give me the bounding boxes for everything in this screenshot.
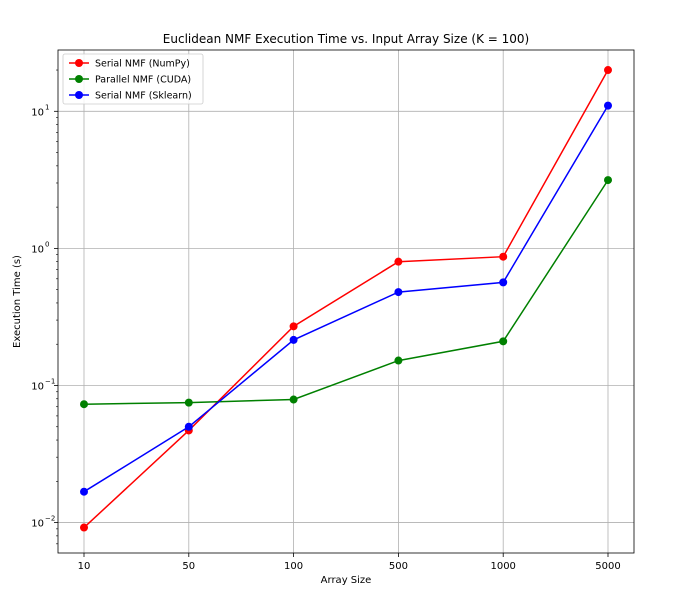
y-tick-exponent: −1: [45, 377, 55, 385]
data-point: [289, 335, 298, 344]
data-point: [394, 356, 403, 365]
data-point: [499, 252, 508, 261]
series-line: [83, 69, 609, 529]
legend-item: Parallel NMF (CUDA): [69, 75, 191, 86]
y-tick-exponent: 1: [45, 103, 49, 111]
legend-swatch-marker: [75, 59, 83, 67]
x-tick-label: 1000: [490, 561, 515, 572]
series-3: [80, 101, 612, 496]
series-1: [80, 66, 612, 532]
legend-label: Serial NMF (NumPy): [95, 59, 190, 70]
data-point: [80, 400, 88, 409]
legend-label: Serial NMF (Sklearn): [95, 91, 192, 102]
x-tick-label: 50: [182, 561, 195, 572]
y-tick-label: 10: [31, 519, 44, 530]
data-point: [80, 487, 88, 496]
x-axis-label: Array Size: [321, 575, 372, 586]
legend-swatch-marker: [75, 75, 83, 83]
legend-item: Serial NMF (Sklearn): [69, 91, 192, 102]
y-tick-label: 10: [31, 381, 44, 392]
series-line: [83, 105, 609, 493]
y-tick-label: 10: [31, 244, 44, 255]
x-tick-label: 500: [389, 561, 408, 572]
legend-swatch-marker: [75, 91, 83, 99]
legend-label: Parallel NMF (CUDA): [95, 75, 191, 86]
legend: Serial NMF (NumPy) Parallel NMF (CUDA) Ser…: [62, 53, 204, 105]
data-point: [394, 257, 403, 266]
series-line: [83, 179, 609, 405]
legend-item: Serial NMF (NumPy): [69, 59, 190, 70]
plot-frame: [57, 49, 635, 554]
data-point: [184, 422, 193, 431]
x-tick-label: 100: [284, 561, 303, 572]
data-point: [289, 322, 298, 331]
y-tick-exponent: −2: [45, 515, 55, 523]
series-lines: [80, 66, 612, 532]
data-point: [604, 101, 612, 110]
data-point: [604, 66, 612, 75]
x-tick-label: 5000: [595, 561, 620, 572]
y-tick-exponent: 0: [45, 240, 49, 248]
y-tick-label: 10: [31, 107, 44, 118]
data-point: [184, 398, 193, 407]
data-point: [499, 337, 508, 346]
grid: [58, 50, 634, 553]
data-point: [604, 176, 612, 185]
legend-box: [62, 53, 204, 105]
series-2: [80, 176, 612, 409]
data-point: [394, 288, 403, 297]
chart-title: Euclidean NMF Execution Time vs. Input A…: [163, 32, 529, 46]
x-tick-label: 10: [78, 561, 91, 572]
data-point: [499, 278, 508, 287]
data-point: [289, 395, 298, 404]
y-axis-label: Execution Time (s): [12, 255, 23, 348]
data-point: [80, 523, 88, 532]
